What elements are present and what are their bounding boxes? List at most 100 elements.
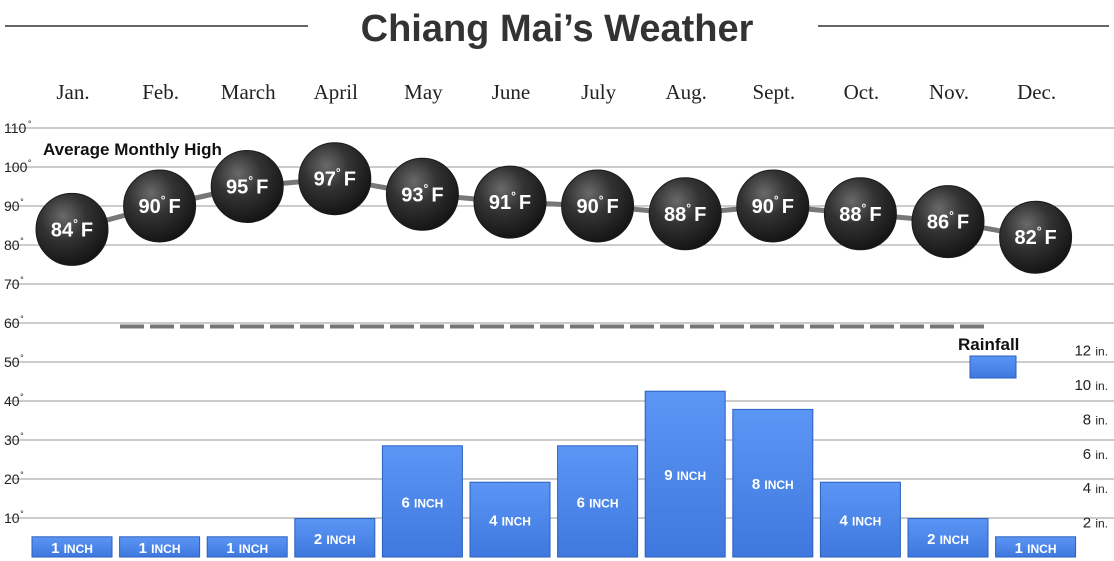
temperature-marker: 84° F [35, 192, 109, 266]
temperature-tick-label: 70 [4, 276, 20, 292]
degree-mark: ° [20, 314, 24, 324]
rainfall-bar-group: 6 INCH [381, 445, 463, 558]
rainfall-bar-label: 2 INCH [314, 531, 356, 548]
month-label: Jan. [56, 80, 89, 104]
temperature-value-label: 90° F [576, 193, 618, 218]
temperature-ball [561, 169, 635, 243]
temperature-value-label: 90° F [752, 193, 794, 218]
temperature-tick-label: 80 [4, 237, 20, 253]
temperature-axis: 10 °20 °30 °40 °50 °60 °70 °80 °90 °100 °110 ° [4, 119, 32, 526]
rainfall-tick-label: 4 in. [1083, 480, 1108, 497]
rainfall-bar [206, 536, 288, 558]
temperature-ball [911, 185, 985, 259]
rainfall-bar-label: 1 INCH [51, 540, 93, 557]
temperature-value-label: 84° F [51, 216, 93, 241]
month-labels: Jan. Feb. March April May June July Aug. Sept. Oc… [56, 80, 1056, 104]
rainfall-bar-group: 4 INCH [469, 481, 551, 558]
temperature-marker: 86° F [911, 185, 985, 259]
temperature-marker: 90° F [736, 169, 810, 243]
temperature-tick-label: 30 [4, 432, 20, 448]
temperature-marker: 95° F [210, 150, 284, 223]
rainfall-bar-label: 1 INCH [226, 540, 268, 557]
rainfall-bar-label: 2 INCH [927, 531, 969, 548]
rainfall-bar-label: 6 INCH [401, 494, 443, 511]
rainfall-bar [557, 445, 639, 558]
rainfall-bar-label: 8 INCH [752, 476, 794, 493]
month-label: Dec. [1017, 80, 1056, 104]
temperature-tick-label: 10 [4, 510, 20, 526]
temperature-ball [999, 200, 1073, 274]
month-label: July [581, 80, 617, 104]
temperature-value-label: 82° F [1014, 224, 1056, 249]
degree-mark: ° [20, 236, 24, 246]
rainfall-tick-label: 6 in. [1083, 446, 1108, 463]
temperature-ball [210, 150, 284, 223]
temperature-marker: 91° F [473, 165, 547, 239]
temperature-marker: 88° F [648, 177, 722, 251]
rainfall-legend-label: Rainfall [958, 335, 1019, 354]
rainfall-bar-label: 4 INCH [839, 513, 881, 530]
temperature-tick-label: 20 [4, 471, 20, 487]
rainfall-bar-group: 1 INCH [31, 536, 113, 558]
temperature-ball [35, 192, 109, 266]
rainfall-bar [294, 518, 376, 558]
rainfall-bar [907, 518, 989, 558]
degree-mark: ° [28, 158, 32, 168]
temperature-tick-label: 90 [4, 198, 20, 214]
rainfall-legend-swatch [969, 355, 1017, 379]
rainfall-bar-group: 4 INCH [819, 481, 901, 558]
temperature-marker: 90° F [561, 169, 635, 243]
month-label: Sept. [753, 80, 796, 104]
rainfall-bar-group: 1 INCH [206, 536, 288, 558]
rainfall-bar [119, 536, 201, 558]
temperature-tick-label: 40 [4, 393, 20, 409]
degree-mark: ° [28, 119, 32, 129]
month-label: March [221, 80, 276, 104]
chart-title: Chiang Mai’s Weather [361, 8, 754, 50]
rainfall-bar-group: 2 INCH [294, 518, 376, 558]
rainfall-bar-label: 9 INCH [664, 467, 706, 484]
rainfall-bar [381, 445, 463, 558]
temperature-tick-label: 100 [4, 159, 28, 175]
rainfall-bar-label: 4 INCH [489, 513, 531, 530]
degree-mark: ° [20, 470, 24, 480]
rainfall-bar [644, 390, 726, 558]
temperature-marker: 82° F [999, 200, 1073, 274]
temperature-ball [298, 142, 372, 216]
rainfall-bar [995, 536, 1077, 558]
temperature-markers: 84° F 90° F 95° F 97° F 93° F 91° F 90° F 88° F 90° F 88° F… [35, 142, 1073, 274]
degree-mark: ° [20, 197, 24, 207]
temperature-ball [385, 157, 459, 231]
temperature-series-label: Average Monthly High [43, 140, 222, 159]
month-label: June [492, 80, 531, 104]
temperature-ball [473, 165, 547, 239]
rainfall-tick-label: 8 in. [1083, 411, 1108, 428]
rainfall-bar-label: 6 INCH [577, 494, 619, 511]
degree-mark: ° [20, 353, 24, 363]
rainfall-bar-group: 1 INCH [995, 536, 1077, 558]
rainfall-bar-group: 2 INCH [907, 518, 989, 558]
temperature-ball [648, 177, 722, 251]
month-label: May [404, 80, 443, 104]
temperature-ball [123, 169, 197, 243]
rainfall-bar-group: 9 INCH [644, 390, 726, 558]
temperature-marker: 97° F [298, 142, 372, 216]
degree-mark: ° [20, 275, 24, 285]
temperature-value-label: 88° F [664, 201, 706, 226]
month-label: Aug. [665, 80, 706, 104]
degree-mark: ° [20, 431, 24, 441]
temperature-value-label: 90° F [138, 193, 180, 218]
rainfall-bar-group: 8 INCH [732, 408, 814, 558]
month-label: Nov. [929, 80, 969, 104]
month-label: April [314, 80, 358, 104]
temperature-marker: 93° F [385, 157, 459, 231]
temperature-ball [736, 169, 810, 243]
temperature-value-label: 86° F [927, 209, 969, 234]
temperature-value-label: 97° F [314, 166, 356, 191]
temperature-value-label: 95° F [226, 174, 268, 199]
rainfall-bar [469, 481, 551, 558]
rainfall-axis: 2 in. 4 in. 6 in. 8 in. 10 in. 12 in. [1074, 343, 1108, 532]
temperature-value-label: 93° F [401, 181, 443, 206]
degree-mark: ° [20, 509, 24, 519]
